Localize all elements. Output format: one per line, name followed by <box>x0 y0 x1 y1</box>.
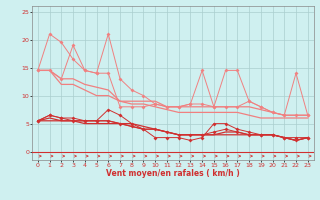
X-axis label: Vent moyen/en rafales ( km/h ): Vent moyen/en rafales ( km/h ) <box>106 169 240 178</box>
